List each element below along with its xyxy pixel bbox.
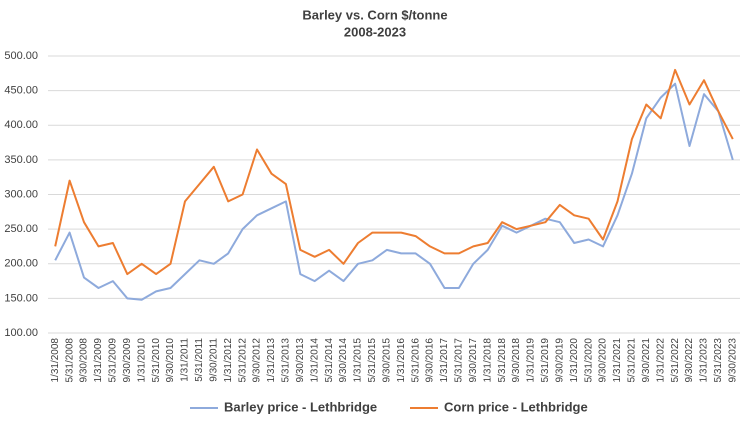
x-tick-label: 1/31/2013 (266, 338, 277, 383)
x-tick-label: 1/31/2011 (180, 338, 191, 382)
x-tick-label: 9/30/2016 (425, 338, 436, 383)
x-tick-label: 1/31/2008 (50, 338, 61, 383)
x-tick-label: 1/31/2017 (439, 338, 450, 383)
x-tick-label: 5/31/2022 (670, 338, 681, 383)
x-tick-label: 9/30/2014 (338, 338, 349, 383)
x-tick-label: 5/31/2015 (367, 338, 378, 383)
series-line (54, 82, 734, 301)
y-tick-label: 500.00 (4, 50, 38, 62)
x-tick-label: 9/30/2023 (727, 338, 738, 383)
x-tick-label: 5/31/2013 (281, 338, 292, 383)
legend-label: Corn price - Lethbridge (444, 399, 588, 414)
x-tick-label: 9/30/2008 (79, 338, 90, 383)
x-tick-label: 5/31/2012 (237, 338, 248, 383)
x-tick-label: 5/31/2018 (497, 338, 508, 383)
x-tick-label: 9/30/2021 (641, 338, 652, 383)
x-tick-label: 1/31/2020 (569, 338, 580, 383)
x-tick-label: 1/31/2021 (612, 338, 623, 383)
x-tick-label: 9/30/2011 (208, 338, 219, 382)
x-tick-label: 1/31/2009 (93, 338, 104, 383)
x-tick-label: 5/31/2020 (583, 338, 594, 383)
x-tick-label: 9/30/2010 (165, 338, 176, 383)
x-tick-label: 5/31/2021 (627, 338, 638, 383)
x-tick-label: 9/30/2020 (598, 338, 609, 383)
x-tick-label: 9/30/2022 (684, 338, 695, 383)
x-tick-label: 9/30/2012 (252, 338, 263, 383)
x-tick-label: 1/31/2023 (699, 338, 710, 383)
y-tick-label: 200.00 (4, 258, 38, 270)
y-tick-label: 250.00 (4, 223, 38, 235)
legend-label: Barley price - Lethbridge (224, 399, 377, 414)
x-tick-label: 1/31/2018 (482, 338, 493, 383)
x-tick-label: 9/30/2009 (122, 338, 133, 383)
x-tick-label: 1/31/2019 (526, 338, 537, 383)
x-tick-label: 1/31/2014 (309, 338, 320, 383)
x-tick-label: 1/31/2022 (655, 338, 666, 383)
x-tick-label: 5/31/2014 (324, 338, 335, 383)
x-tick-label: 1/31/2010 (136, 338, 147, 383)
chart-title: Barley vs. Corn $/tonne (302, 7, 447, 22)
y-tick-label: 450.00 (4, 85, 38, 97)
x-tick-label: 1/31/2012 (223, 338, 234, 383)
y-tick-label: 350.00 (4, 154, 38, 166)
x-tick-label: 9/30/2017 (468, 338, 479, 383)
x-tick-label: 5/31/2023 (713, 338, 724, 383)
x-tick-label: 1/31/2015 (353, 338, 364, 383)
x-tick-label: 5/31/2008 (64, 338, 75, 383)
y-tick-label: 300.00 (4, 188, 38, 200)
chart-subtitle: 2008-2023 (344, 24, 406, 39)
x-tick-label: 5/31/2017 (454, 338, 465, 383)
y-tick-label: 100.00 (4, 327, 38, 339)
y-tick-label: 150.00 (4, 292, 38, 304)
x-tick-label: 9/30/2015 (381, 338, 392, 383)
x-tick-label: 5/31/2016 (410, 338, 421, 383)
x-tick-label: 5/31/2011 (194, 338, 205, 382)
x-tick-label: 1/31/2016 (396, 338, 407, 383)
y-tick-label: 400.00 (4, 119, 38, 131)
x-tick-label: 5/31/2009 (108, 338, 119, 383)
x-tick-label: 9/30/2019 (554, 338, 565, 383)
x-tick-label: 9/30/2013 (295, 338, 306, 383)
x-tick-label: 5/31/2010 (151, 338, 162, 383)
series-line (54, 68, 734, 276)
x-tick-label: 5/31/2019 (540, 338, 551, 383)
x-tick-label: 9/30/2018 (511, 338, 522, 383)
